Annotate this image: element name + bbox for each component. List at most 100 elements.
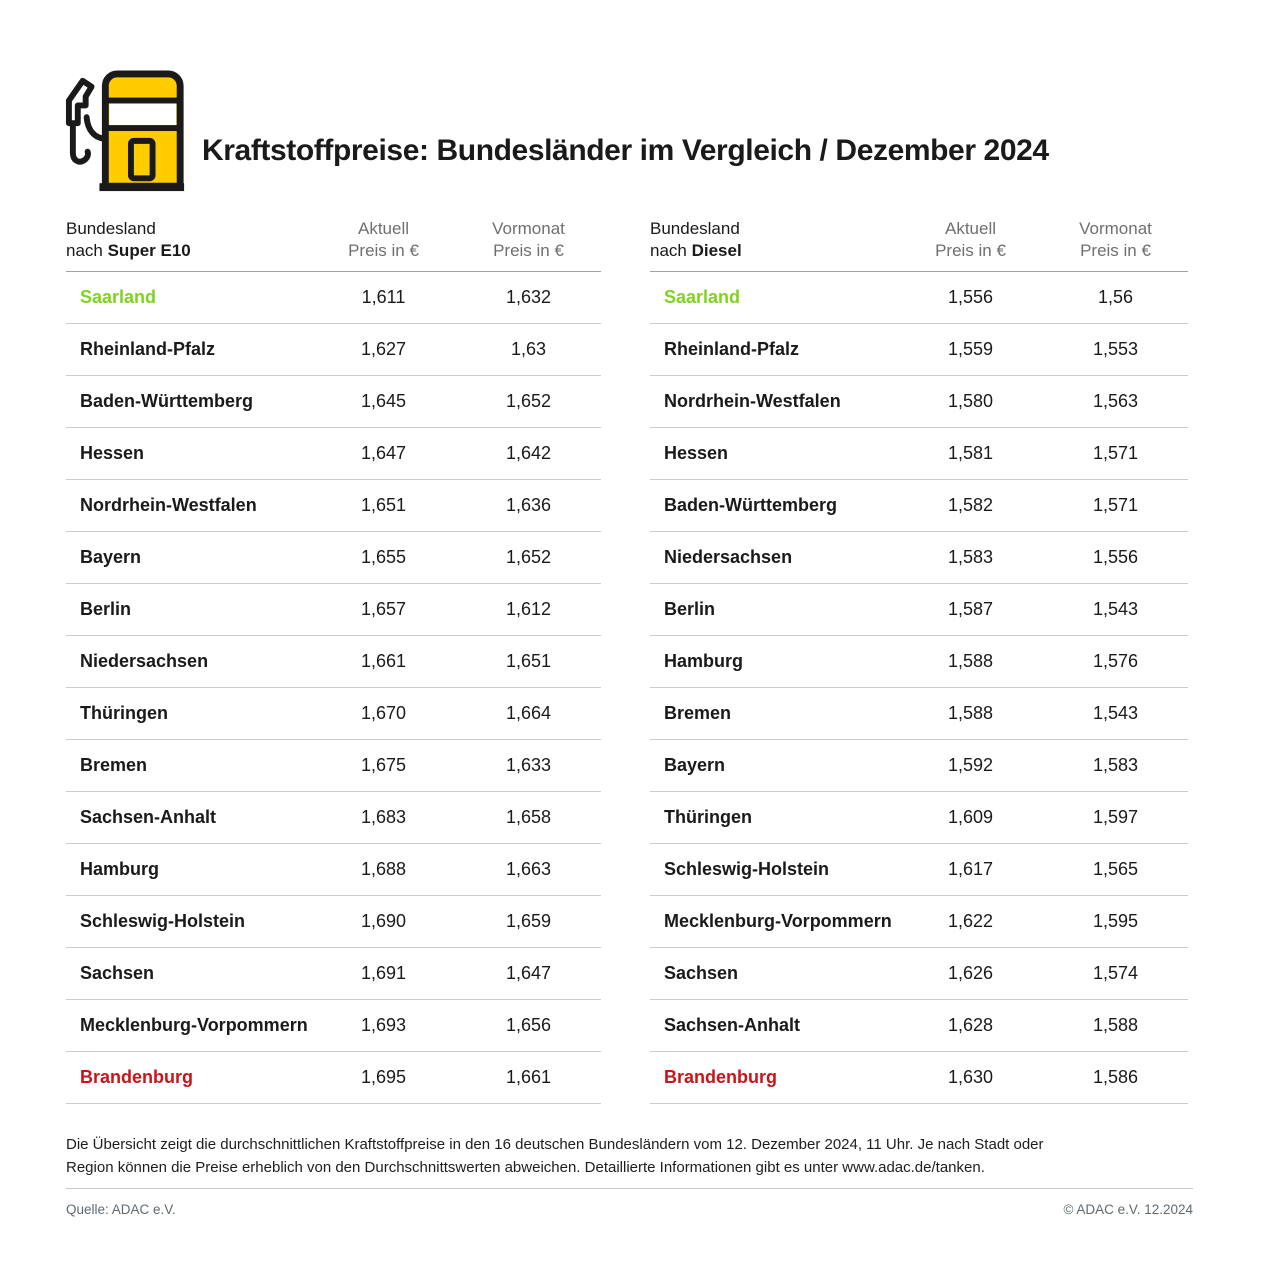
state-name: Sachsen-Anhalt xyxy=(80,807,217,827)
price-vormonat: 1,553 xyxy=(1092,339,1139,359)
price-aktuell: 1,675 xyxy=(360,755,407,775)
price-vormonat: 1,636 xyxy=(505,495,552,515)
price-aktuell: 1,628 xyxy=(947,1015,994,1035)
table-row: Sachsen 1,626 1,574 xyxy=(650,948,1188,1000)
table-row: Sachsen 1,691 1,647 xyxy=(66,948,601,1000)
price-aktuell: 1,617 xyxy=(947,859,994,879)
price-vormonat: 1,647 xyxy=(505,963,552,983)
price-aktuell: 1,556 xyxy=(947,287,994,307)
table-row: Hamburg 1,688 1,663 xyxy=(66,844,601,896)
price-aktuell: 1,647 xyxy=(360,443,407,463)
table-row: Nordrhein-Westfalen 1,580 1,563 xyxy=(650,376,1188,428)
price-aktuell: 1,582 xyxy=(947,495,994,515)
state-name: Bayern xyxy=(664,755,726,775)
state-name: Brandenburg xyxy=(80,1067,194,1087)
column-header-vormonat: Vormonat Preis in € xyxy=(1079,219,1152,260)
column-header-aktuell: Aktuell Preis in € xyxy=(348,219,419,260)
price-vormonat: 1,659 xyxy=(505,911,552,931)
price-aktuell: 1,626 xyxy=(947,963,994,983)
header-line1: Bundesland xyxy=(66,219,156,238)
price-vormonat: 1,543 xyxy=(1092,599,1139,619)
price-aktuell: 1,587 xyxy=(947,599,994,619)
state-name: Bayern xyxy=(80,547,142,567)
state-name: Nordrhein-Westfalen xyxy=(80,495,257,515)
table-header: Bundesland nach Super E10 Aktuell Preis … xyxy=(66,218,601,272)
price-aktuell: 1,645 xyxy=(360,391,407,411)
price-vormonat: 1,565 xyxy=(1092,859,1139,879)
state-name: Niedersachsen xyxy=(80,651,209,671)
state-name: Hamburg xyxy=(664,651,744,671)
price-vormonat: 1,563 xyxy=(1092,391,1139,411)
table-body: Saarland 1,556 1,56 Rheinland-Pfalz 1,559 1,5… xyxy=(650,272,1188,1104)
state-name: Berlin xyxy=(80,599,132,619)
table-body: Saarland 1,611 1,632 Rheinland-Pfalz 1,627 1,… xyxy=(66,272,601,1104)
price-aktuell: 1,695 xyxy=(360,1067,407,1087)
state-name: Thüringen xyxy=(80,703,168,723)
table-row: Saarland 1,611 1,632 xyxy=(66,272,601,324)
price-aktuell: 1,655 xyxy=(360,547,407,567)
price-vormonat: 1,595 xyxy=(1092,911,1139,931)
price-vormonat: 1,574 xyxy=(1092,963,1139,983)
column-header-vormonat: Vormonat Preis in € xyxy=(492,219,565,260)
table-row: Rheinland-Pfalz 1,559 1,553 xyxy=(650,324,1188,376)
price-aktuell: 1,630 xyxy=(947,1067,994,1087)
price-vormonat: 1,571 xyxy=(1092,443,1139,463)
price-vormonat: 1,632 xyxy=(505,287,552,307)
price-vormonat: 1,571 xyxy=(1092,495,1139,515)
state-name: Hamburg xyxy=(80,859,160,879)
price-vormonat: 1,656 xyxy=(505,1015,552,1035)
table-row: Berlin 1,657 1,612 xyxy=(66,584,601,636)
price-vormonat: 1,63 xyxy=(510,339,547,359)
price-aktuell: 1,661 xyxy=(360,651,407,671)
price-vormonat: 1,652 xyxy=(505,391,552,411)
table-row: Rheinland-Pfalz 1,627 1,63 xyxy=(66,324,601,376)
copyright-label: © ADAC e.V. 12.2024 xyxy=(1063,1202,1193,1217)
price-vormonat: 1,576 xyxy=(1092,651,1139,671)
pump-display xyxy=(127,137,156,182)
table-row: Bayern 1,592 1,583 xyxy=(650,740,1188,792)
state-name: Niedersachsen xyxy=(664,547,793,567)
state-name: Schleswig-Holstein xyxy=(664,859,830,879)
state-name: Sachsen xyxy=(664,963,739,983)
table-row: Niedersachsen 1,661 1,651 xyxy=(66,636,601,688)
table-row: Mecklenburg-Vorpommern 1,693 1,656 xyxy=(66,1000,601,1052)
price-aktuell: 1,611 xyxy=(361,287,406,307)
price-aktuell: 1,688 xyxy=(360,859,407,879)
price-aktuell: 1,592 xyxy=(947,755,994,775)
source-label: Quelle: ADAC e.V. xyxy=(66,1202,176,1217)
column-header-aktuell: Aktuell Preis in € xyxy=(935,219,1006,260)
price-vormonat: 1,583 xyxy=(1092,755,1139,775)
header-line2-prefix: nach xyxy=(66,241,108,260)
state-name: Mecklenburg-Vorpommern xyxy=(80,1015,308,1035)
table-row: Schleswig-Holstein 1,690 1,659 xyxy=(66,896,601,948)
credits-bar: Quelle: ADAC e.V. © ADAC e.V. 12.2024 xyxy=(66,1188,1193,1217)
header-line2-prefix: nach xyxy=(650,241,692,260)
state-name: Hessen xyxy=(80,443,145,463)
column-header-bundesland: Bundesland nach Super E10 xyxy=(66,218,311,262)
table-row: Baden-Württemberg 1,645 1,652 xyxy=(66,376,601,428)
state-name: Saarland xyxy=(80,287,157,307)
price-vormonat: 1,556 xyxy=(1092,547,1139,567)
table-row: Hessen 1,581 1,571 xyxy=(650,428,1188,480)
table-row: Hamburg 1,588 1,576 xyxy=(650,636,1188,688)
header-fuel-name: Diesel xyxy=(691,241,742,260)
footnote-text: Die Übersicht zeigt die durchschnittlich… xyxy=(66,1136,1044,1176)
table-row: Schleswig-Holstein 1,617 1,565 xyxy=(650,844,1188,896)
table-row: Sachsen-Anhalt 1,628 1,588 xyxy=(650,1000,1188,1052)
state-name: Baden-Württemberg xyxy=(80,391,254,411)
price-aktuell: 1,581 xyxy=(947,443,994,463)
price-aktuell: 1,670 xyxy=(360,703,407,723)
state-name: Rheinland-Pfalz xyxy=(80,339,216,359)
table-row: Sachsen-Anhalt 1,683 1,658 xyxy=(66,792,601,844)
price-aktuell: 1,693 xyxy=(360,1015,407,1035)
table-row: Bremen 1,588 1,543 xyxy=(650,688,1188,740)
table-row: Bremen 1,675 1,633 xyxy=(66,740,601,792)
price-aktuell: 1,580 xyxy=(947,391,994,411)
price-vormonat: 1,597 xyxy=(1092,807,1139,827)
price-vormonat: 1,664 xyxy=(505,703,552,723)
state-name: Baden-Württemberg xyxy=(664,495,838,515)
table-diesel: Bundesland nach Diesel Aktuell Preis in … xyxy=(650,218,1188,1104)
price-aktuell: 1,588 xyxy=(947,703,994,723)
table-row: Mecklenburg-Vorpommern 1,622 1,595 xyxy=(650,896,1188,948)
table-row: Hessen 1,647 1,642 xyxy=(66,428,601,480)
